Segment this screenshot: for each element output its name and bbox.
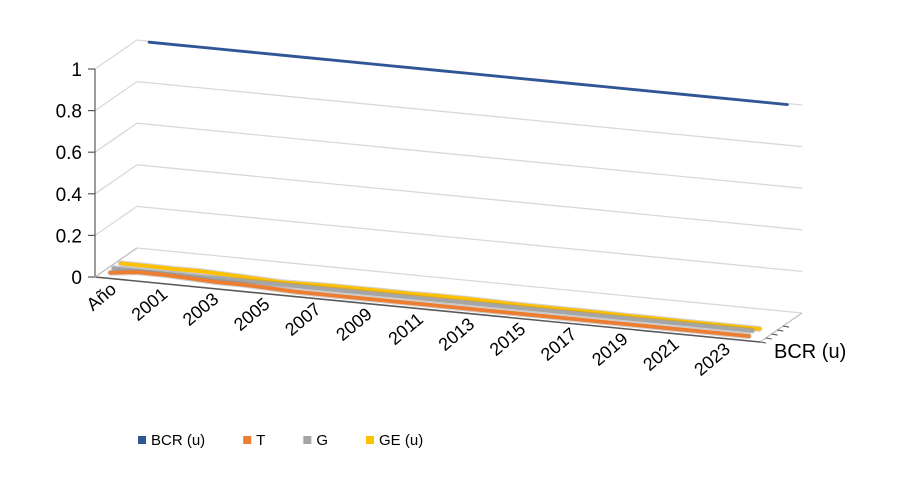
y-tick-label: 0 [71,268,82,289]
floor-edge [759,312,803,343]
gridline-side [94,81,138,112]
floor-edge [94,247,138,278]
x-tick-label: 2005 [230,294,274,335]
x-tick-label: 2003 [179,289,223,330]
series-line [147,40,789,106]
x-tick-label: 2011 [384,309,427,349]
depth-tick-mark [777,329,784,332]
gridline [136,205,803,273]
y-axis-ticks: 0 0.2 0.4 0.6 0.8 1 [56,60,83,289]
series-lines [107,40,789,340]
x-tick-label: 2013 [435,314,479,355]
depth-tick-mark [759,341,767,344]
gridline [136,247,803,314]
axes [88,68,803,344]
legend-label: GE (u) [379,432,423,449]
x-tick-label: 2015 [486,319,530,360]
gridline-side [94,205,138,236]
series-line [108,270,751,338]
legend-swatch [366,436,375,444]
x-tick-label: 2017 [537,324,581,365]
series-line [119,261,762,331]
gridline-side [94,39,138,70]
y-tick-label: 1 [71,60,82,81]
x-tick-label: 2023 [690,339,734,380]
x-tick-label: 2007 [281,299,325,340]
y-tick-label: 0.6 [56,143,82,164]
gridline-side [94,122,138,153]
x-tick-label: 2019 [588,329,632,370]
x-tick-label: Año [83,279,120,315]
depth-tick-mark [783,325,790,328]
depth-tick-mark [765,337,772,340]
x-tick-label: 2021 [639,334,683,375]
x-axis-line [94,276,761,343]
series-line [111,266,755,333]
depth-tick-mark [771,333,778,336]
y-tick-label: 0.4 [56,185,83,206]
gridline [136,80,803,148]
gridline [136,164,803,231]
y-tick-label: 0.8 [56,102,82,123]
y-tick-label: 0.2 [56,226,82,247]
x-tick-label: 2009 [332,304,376,345]
legend-swatch [138,436,146,444]
legend-label: BCR (u) [151,432,205,449]
legend-swatch [303,436,312,444]
depth-axis-label: BCR (u) [774,341,846,363]
x-tick-label: 2001 [128,284,172,325]
legend: BCR (u) T G GE (u) [138,432,423,449]
gridline [136,122,803,189]
gridline-side [94,164,138,195]
legend-label: T [256,432,265,449]
legend-swatch [243,436,252,444]
legend-label: G [316,432,328,449]
